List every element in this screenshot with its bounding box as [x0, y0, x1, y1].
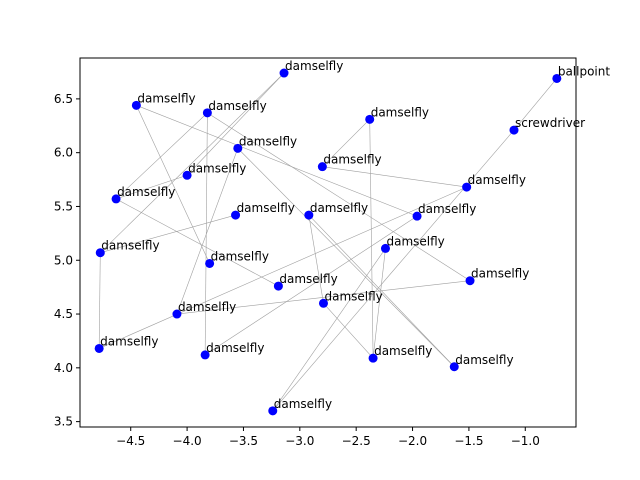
- data-point: [200, 350, 210, 360]
- y-tick-label: 6.0: [54, 146, 73, 160]
- x-tick-label: −2.5: [342, 434, 371, 448]
- data-point: [449, 362, 459, 372]
- data-point: [412, 211, 422, 221]
- point-label: damselfly: [323, 153, 381, 167]
- point-label: ballpoint: [558, 64, 611, 78]
- y-axis: 3.5 4.0 4.5 5.0 5.5 6.0 6.5: [54, 92, 80, 429]
- point-label: damselfly: [100, 334, 158, 348]
- edge-line: [115, 112, 208, 200]
- data-point: [317, 162, 327, 172]
- edge-line: [272, 129, 515, 412]
- edge-line: [176, 280, 471, 315]
- data-point: [111, 194, 121, 204]
- point-label: damselfly: [237, 201, 295, 215]
- point-label: damselfly: [455, 353, 513, 367]
- edge-line: [372, 248, 386, 359]
- data-point: [380, 243, 390, 253]
- edge-line: [204, 215, 418, 356]
- point-label: damselfly: [418, 202, 476, 216]
- x-tick-label: −2.0: [398, 434, 427, 448]
- edge-line: [323, 303, 374, 359]
- edge-line: [207, 112, 471, 281]
- y-tick-label: 4.5: [54, 307, 73, 321]
- point-label: damselfly: [310, 201, 368, 215]
- y-tick-label: 5.0: [54, 253, 73, 267]
- x-tick-label: −1.0: [511, 434, 540, 448]
- point-label: damselfly: [208, 99, 266, 113]
- data-point: [368, 353, 378, 363]
- edge-line: [186, 72, 285, 176]
- point-label: damselfly: [471, 267, 529, 281]
- points-layer: [94, 68, 562, 416]
- y-tick-label: 3.5: [54, 415, 73, 429]
- edge-line: [237, 148, 455, 367]
- edge-line: [136, 105, 418, 217]
- data-point: [268, 406, 278, 416]
- data-point: [279, 68, 289, 78]
- data-point: [182, 170, 192, 180]
- data-point: [231, 210, 241, 220]
- edge-line: [513, 78, 558, 131]
- x-tick-label: −1.5: [454, 434, 483, 448]
- point-label: damselfly: [239, 134, 297, 148]
- point-label: damselfly: [371, 105, 429, 119]
- edge-line: [136, 105, 210, 264]
- point-labels-layer: damselfly ballpoint damselfly damselfly dams…: [100, 59, 610, 411]
- point-label: damselfly: [386, 234, 444, 248]
- data-point: [233, 143, 243, 153]
- x-tick-label: −3.0: [285, 434, 314, 448]
- edge-line: [272, 248, 386, 412]
- data-point: [462, 182, 472, 192]
- plot-frame: [79, 57, 577, 428]
- point-label: damselfly: [178, 300, 236, 314]
- data-point: [205, 258, 215, 268]
- y-tick-label: 4.0: [54, 361, 73, 375]
- data-point: [509, 125, 519, 135]
- point-label: damselfly: [211, 249, 269, 263]
- x-tick-label: −3.5: [229, 434, 258, 448]
- data-point: [552, 73, 562, 83]
- edge-line: [98, 252, 101, 349]
- data-point: [365, 114, 375, 124]
- data-point: [172, 309, 182, 319]
- data-point: [95, 248, 105, 258]
- y-tick-label: 5.5: [54, 199, 73, 213]
- x-tick-label: −4.0: [173, 434, 202, 448]
- data-point: [94, 343, 104, 353]
- data-point: [304, 210, 314, 220]
- point-label: damselfly: [285, 59, 343, 73]
- edge-line: [100, 72, 285, 253]
- x-tick-label: −4.5: [116, 434, 145, 448]
- point-label: damselfly: [101, 239, 159, 253]
- edge-line: [369, 119, 374, 359]
- point-label: damselfly: [188, 161, 246, 175]
- point-label: damselfly: [274, 397, 332, 411]
- data-point: [318, 298, 328, 308]
- edge-line: [115, 198, 279, 287]
- edge-line: [115, 174, 188, 200]
- point-label: screwdriver: [515, 116, 585, 130]
- point-label: damselfly: [468, 173, 526, 187]
- data-point: [202, 108, 212, 118]
- edge-line: [176, 148, 239, 315]
- edge-line: [322, 166, 467, 188]
- edge-line: [308, 215, 324, 304]
- edge-line: [322, 119, 370, 167]
- point-label: damselfly: [137, 91, 195, 105]
- data-point: [465, 276, 475, 286]
- edges-layer: [98, 72, 558, 412]
- point-label: damselfly: [324, 289, 382, 303]
- point-label: damselfly: [279, 272, 337, 286]
- point-label: damselfly: [206, 341, 264, 355]
- data-point: [131, 100, 141, 110]
- data-point: [273, 281, 283, 291]
- edge-line: [100, 214, 236, 254]
- y-tick-label: 6.5: [54, 92, 73, 106]
- edge-line: [99, 186, 467, 349]
- point-label: damselfly: [374, 344, 432, 358]
- point-label: damselfly: [117, 185, 175, 199]
- x-axis: −4.5 −4.0 −3.5 −3.0 −2.5 −2.0 −1.5 −1.0: [116, 427, 540, 448]
